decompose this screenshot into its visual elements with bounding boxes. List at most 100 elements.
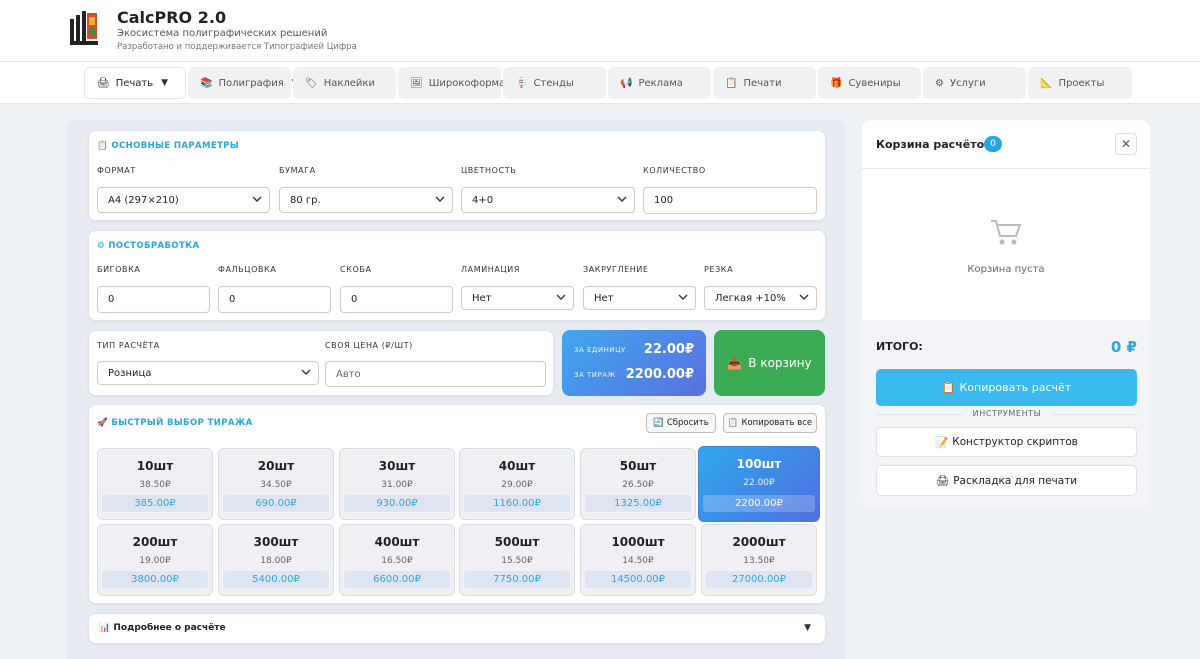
calc-type-label: ТИП РАСЧЁТА <box>97 341 160 350</box>
lamination-select[interactable]: Нет <box>461 286 574 310</box>
basic-params-card: 📋 ОСНОВНЫЕ ПАРАМЕТРЫ ФОРМАТ А4 (297×210)… <box>88 130 826 221</box>
own-price-input[interactable]: Авто <box>325 361 546 387</box>
tab-stands[interactable]: 🪧 Стенды <box>503 67 606 99</box>
tools-label: ИНСТРУМЕНТЫ <box>962 409 1052 418</box>
quantity-option-300[interactable]: 300шт 18.00₽ 5400.00₽ <box>218 524 334 596</box>
creasing-label: БИГОВКА <box>97 265 141 274</box>
quantity-option-500[interactable]: 500шт 15.50₽ 7750.00₽ <box>459 524 575 596</box>
app-subtitle: Экосистема полиграфических решений <box>117 28 328 39</box>
tab-souvenirs[interactable]: 🎁 Сувениры <box>818 67 921 99</box>
quantity-option-200[interactable]: 200шт 19.00₽ 3800.00₽ <box>97 524 213 596</box>
total-value: 0 ₽ <box>1110 338 1137 356</box>
tab-label: Реклама <box>638 77 683 89</box>
print-layout-button[interactable]: 🖨 Раскладка для печати <box>876 465 1137 496</box>
color-select[interactable]: 4+0 <box>461 187 635 213</box>
tab-label: Печать <box>115 77 154 89</box>
lamination-label: ЛАМИНАЦИЯ <box>461 265 521 274</box>
quantity-option-40[interactable]: 40шт 29.00₽ 1160.00₽ <box>459 448 575 520</box>
tab-label: Полиграфия <box>218 77 284 89</box>
tab-stickers[interactable]: 🏷 Наклейки <box>293 67 396 99</box>
inbox-icon: 📥 <box>727 356 743 370</box>
format-select[interactable]: А4 (297×210) <box>97 187 270 213</box>
paper-select[interactable]: 80 гр. <box>279 187 453 213</box>
app-header: CalcPRO 2.0 Экосистема полиграфических р… <box>0 0 1200 62</box>
cart-title: Корзина расчётов <box>876 138 992 151</box>
folding-input[interactable]: 0 <box>218 286 331 313</box>
rounding-select[interactable]: Нет <box>583 286 696 310</box>
cart-icon <box>990 218 1022 246</box>
postprocessing-card: ⚙ ПОСТОБРАБОТКА БИГОВКА 0 ФАЛЬЦОВКА 0 СК… <box>88 230 826 321</box>
stand-icon: 🪧 <box>515 77 528 89</box>
section-title: 📋 ОСНОВНЫЕ ПАРАМЕТРЫ <box>97 141 240 151</box>
color-label: ЦВЕТНОСТЬ <box>461 166 517 175</box>
details-label: 📊 Подробнее о расчёте <box>99 623 226 633</box>
tab-stamps[interactable]: 📋 Печати <box>713 67 816 99</box>
tab-services[interactable]: ⚙ Услуги <box>923 67 1026 99</box>
category-nav: 🖨 Печать ▼ 📚 Полиграфия ▼ 🏷 Наклейки 🖼 Ш… <box>0 62 1200 104</box>
tab-wideformat[interactable]: 🖼 Широкоформат <box>398 67 511 99</box>
copy-all-button[interactable]: 📋 Копировать все <box>723 413 817 433</box>
quantity-option-10[interactable]: 10шт 38.50₽ 385.00₽ <box>97 448 213 520</box>
script-builder-button[interactable]: 📝 Конструктор скриптов <box>876 427 1137 457</box>
details-toggle[interactable]: 📊 Подробнее о расчёте ▼ <box>88 613 826 644</box>
quantity-option-100[interactable]: 100шт 22.00₽ 2200.00₽ <box>698 446 820 522</box>
quantity-option-20[interactable]: 20шт 34.50₽ 690.00₽ <box>218 448 334 520</box>
app-title: CalcPRO 2.0 <box>117 8 227 27</box>
cutting-label: РЕЗКА <box>704 265 734 274</box>
tab-label: Печати <box>743 77 782 89</box>
unit-price-value: 22.00₽ <box>643 342 694 357</box>
calc-type-select[interactable]: Розница <box>97 361 319 385</box>
add-to-cart-button[interactable]: 📥 В корзину <box>714 330 825 396</box>
run-price-label: ЗА ТИРАЖ <box>574 371 616 379</box>
section-title: 🚀 БЫСТРЫЙ ВЫБОР ТИРАЖА <box>97 418 253 428</box>
quantity-input[interactable]: 100 <box>643 187 817 214</box>
chevron-down-icon <box>556 294 566 300</box>
tab-label: Сувениры <box>848 77 901 89</box>
paper-label: БУМАГА <box>279 166 316 175</box>
quantity-option-2000[interactable]: 2000шт 13.50₽ 27000.00₽ <box>701 524 817 596</box>
clipboard-icon: 📋 <box>97 141 108 151</box>
tab-print[interactable]: 🖨 Печать ▼ <box>84 67 186 99</box>
format-label: ФОРМАТ <box>97 166 136 175</box>
chevron-down-icon <box>617 196 627 202</box>
tab-label: Услуги <box>949 77 986 89</box>
tab-label: Проекты <box>1058 77 1105 89</box>
tab-advertising[interactable]: 📢 Реклама <box>608 67 711 99</box>
gear-icon: ⚙ <box>97 241 106 251</box>
own-price-label: СВОЯ ЦЕНА (₽/ШТ) <box>325 341 413 350</box>
cutting-select[interactable]: Легкая +10% <box>704 286 817 310</box>
megaphone-icon: 📢 <box>620 77 633 89</box>
reset-button[interactable]: 🔄 Сбросить <box>646 413 716 433</box>
folding-label: ФАЛЬЦОВКА <box>218 265 277 274</box>
cart-body: Корзина расчётов 0 ✕ Корзина пуста <box>862 120 1150 320</box>
rounding-label: ЗАКРУГЛЕНИЕ <box>583 265 649 274</box>
staple-input[interactable]: 0 <box>340 286 453 313</box>
chevron-down-icon <box>252 196 262 202</box>
copy-calculation-button[interactable]: 📋 Копировать расчёт <box>876 369 1137 406</box>
staple-label: СКОБА <box>340 265 372 274</box>
total-label: ИТОГО: <box>876 340 923 353</box>
unit-price-label: ЗА ЕДИНИЦУ <box>574 346 626 354</box>
run-price-value: 2200.00₽ <box>625 367 694 382</box>
quantity-option-1000[interactable]: 1000шт 14.50₽ 14500.00₽ <box>580 524 696 596</box>
chevron-down-icon <box>435 196 445 202</box>
rocket-icon: 🚀 <box>97 418 108 428</box>
app-credit: Разработано и поддерживается Типографией… <box>117 42 357 52</box>
quantity-option-50[interactable]: 50шт 26.50₽ 1325.00₽ <box>580 448 696 520</box>
quantity-option-30[interactable]: 30шт 31.00₽ 930.00₽ <box>339 448 455 520</box>
creasing-input[interactable]: 0 <box>97 286 210 313</box>
cart-count-badge: 0 <box>984 136 1002 152</box>
gift-icon: 🎁 <box>830 77 843 89</box>
tab-projects[interactable]: 📐 Проекты <box>1028 67 1132 99</box>
tab-polygraphy[interactable]: 📚 Полиграфия ▼ <box>188 67 299 99</box>
triangle-ruler-icon: 📐 <box>1040 77 1053 89</box>
chevron-down-icon <box>301 369 311 375</box>
chevron-down-icon <box>678 294 688 300</box>
books-icon: 📚 <box>200 77 213 89</box>
quantity-label: КОЛИЧЕСТВО <box>643 166 706 175</box>
close-icon[interactable]: ✕ <box>1115 133 1137 155</box>
logo-icon <box>70 11 102 47</box>
quantity-option-400[interactable]: 400шт 16.50₽ 6600.00₽ <box>339 524 455 596</box>
chevron-down-icon <box>799 294 809 300</box>
refresh-icon: 🔄 <box>653 418 664 428</box>
